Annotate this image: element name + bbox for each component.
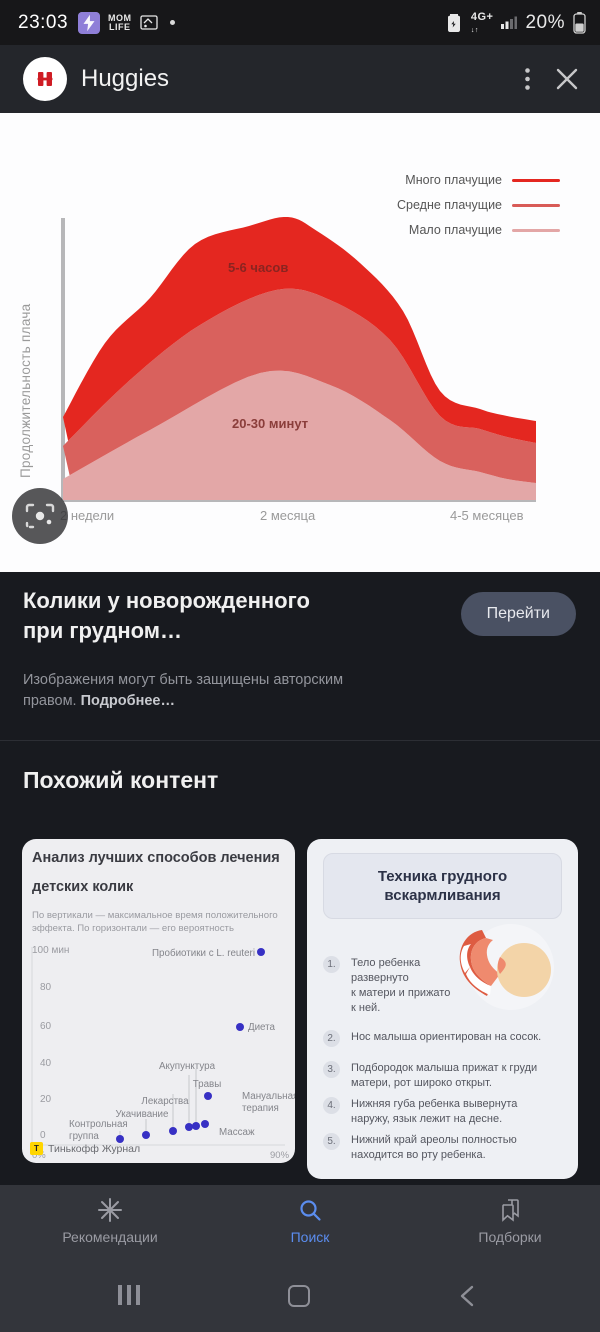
svg-text:По вертикали — максимальное вр: По вертикали — максимальное время положи… [32,910,278,921]
svg-text:60: 60 [40,1021,52,1032]
svg-text:Диета: Диета [248,1022,276,1033]
svg-text:эффекта. По горизонтали — его: эффекта. По горизонтали — его вероятност… [32,923,234,934]
svg-text:Массаж: Массаж [219,1127,255,1138]
svg-text:Травы: Травы [193,1079,222,1090]
svg-text:80: 80 [40,982,52,993]
svg-text:40: 40 [40,1058,52,1069]
svg-text:группа: группа [69,1131,99,1142]
svg-text:Лекарства: Лекарства [141,1096,189,1107]
svg-text:Акупунктура: Акупунктура [159,1061,216,1072]
svg-text:Анализ лучших способов лечения: Анализ лучших способов лечения [32,850,280,866]
svg-text:20: 20 [40,1094,52,1105]
svg-text:Пробиотики с L. reuteri: Пробиотики с L. reuteri [152,948,255,959]
svg-text:100 мин: 100 мин [32,945,69,956]
svg-text:терапия: терапия [242,1103,279,1114]
svg-text:детских колик: детских колик [32,879,134,895]
svg-text:Мануальная: Мануальная [242,1091,295,1102]
svg-text:0: 0 [40,1130,46,1141]
svg-text:Контрольная: Контрольная [69,1119,128,1130]
svg-text:90%: 90% [270,1150,290,1161]
